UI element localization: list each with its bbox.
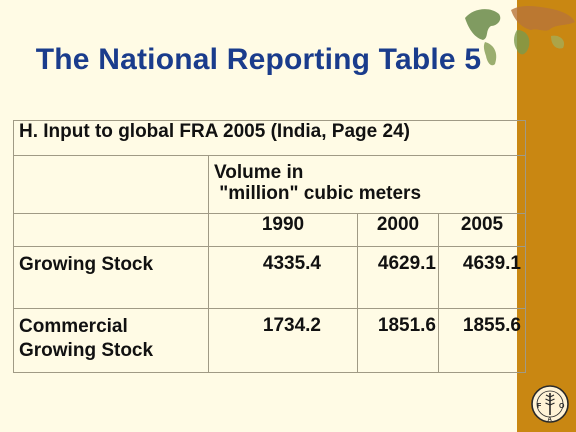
fao-logo-icon: F O A (531, 385, 569, 423)
row-label: Growing Stock (13, 246, 209, 309)
table-header-row: H. Input to global FRA 2005 (India, Page… (13, 120, 526, 156)
table-row: Growing Stock 4335.4 4629.1 4639.1 (13, 246, 526, 309)
year-2005: 2005 (438, 213, 526, 247)
empty-cell (13, 213, 209, 247)
sidebar-bar (517, 0, 576, 432)
value-cell: 1855.6 (438, 308, 526, 373)
year-2000: 2000 (357, 213, 439, 247)
years-row: 1990 2000 2005 (13, 213, 526, 247)
value-cell: 4629.1 (357, 246, 439, 309)
value-cell: 1851.6 (357, 308, 439, 373)
page-title: The National Reporting Table 5 (35, 43, 482, 76)
value-cell: 4335.4 (208, 246, 358, 309)
svg-text:A: A (548, 417, 553, 423)
svg-text:O: O (559, 403, 565, 410)
volume-label-cell: Volume in "million" cubic meters (208, 155, 526, 214)
world-map-decoration (465, 6, 575, 66)
value-cell: 4639.1 (438, 246, 526, 309)
table-row: Commercial Growing Stock 1734.2 1851.6 1… (13, 308, 526, 373)
volume-label: Volume in "million" cubic meters (214, 162, 422, 204)
reporting-table: H. Input to global FRA 2005 (India, Page… (13, 120, 526, 373)
value-cell: 1734.2 (208, 308, 358, 373)
volume-row: Volume in "million" cubic meters (13, 155, 526, 214)
row-label: Commercial Growing Stock (13, 308, 209, 373)
empty-cell (13, 155, 209, 214)
year-1990: 1990 (208, 213, 358, 247)
table-header: H. Input to global FRA 2005 (India, Page… (13, 120, 526, 156)
svg-text:F: F (537, 403, 542, 410)
